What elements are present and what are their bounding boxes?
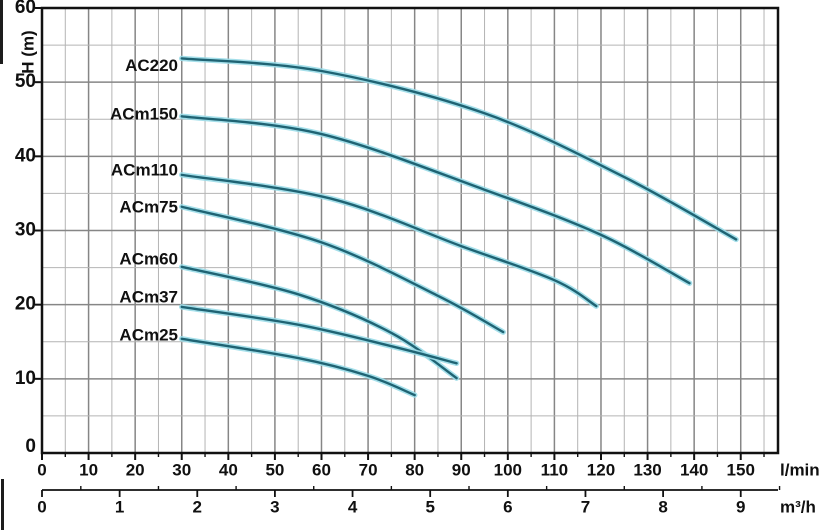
- x-axis-tick-label: 40: [219, 460, 238, 479]
- x-axis-tick-label: 100: [494, 460, 522, 479]
- x-axis-tick-label: 50: [265, 460, 284, 479]
- x-axis-tick-label: 60: [312, 460, 331, 479]
- curve-label-ACm150: ACm150: [110, 104, 178, 123]
- x-axis-tick-label: 110: [541, 460, 568, 479]
- y-axis-tick-label: 0: [25, 436, 36, 457]
- curve-halo-ACm150: [178, 113, 693, 286]
- x-axis-tick-label: 140: [680, 460, 708, 479]
- m3h-tick-label: 6: [503, 497, 512, 516]
- m3h-tick-label: 8: [658, 497, 667, 516]
- m3h-tick-label: 2: [193, 497, 202, 516]
- m3h-tick-label: 4: [348, 497, 358, 516]
- scan-edge-artifact-top: [0, 0, 3, 64]
- x-axis-tick-label: 70: [359, 460, 378, 479]
- curve-halo-ACm110: [178, 172, 600, 309]
- scan-edge-artifact-bottom: [1, 479, 4, 530]
- x-axis-tick-label: 80: [405, 460, 424, 479]
- y-axis-tick-label: 20: [15, 294, 36, 315]
- m3h-tick-label: 7: [581, 497, 590, 516]
- curve-halo-AC220: [178, 55, 739, 243]
- curve-AC220: [180, 57, 738, 241]
- curve-label-AC220: AC220: [125, 56, 178, 75]
- x-axis-unit-m3h: m³/h: [780, 497, 816, 516]
- curve-ACm110: [180, 173, 598, 308]
- y-axis-tick-label: 10: [15, 368, 36, 389]
- curve-ACm37: [180, 305, 458, 365]
- x-axis-tick-label: 10: [79, 460, 98, 479]
- curve-label-ACm75: ACm75: [119, 198, 178, 217]
- curve-ACm75: [180, 205, 505, 334]
- y-axis-tick-label: 30: [15, 220, 36, 241]
- x-axis-tick-label: 120: [587, 460, 615, 479]
- y-axis-tick-label: 50: [15, 71, 36, 92]
- curve-ACm150: [180, 115, 691, 285]
- m3h-tick-label: 5: [425, 497, 434, 516]
- x-axis-tick-label: 150: [727, 460, 755, 479]
- m3h-tick-label: 1: [115, 497, 124, 516]
- y-axis-tick-label: 60: [15, 0, 36, 18]
- y-axis-tick-label: 40: [15, 145, 36, 166]
- curve-label-ACm110: ACm110: [111, 161, 178, 180]
- m3h-tick-label: 9: [736, 497, 745, 516]
- x-axis-tick-label: 0: [37, 460, 46, 479]
- curve-label-ACm37: ACm37: [119, 287, 178, 306]
- x-axis-tick-label: 130: [633, 460, 661, 479]
- x-axis-tick-label: 90: [452, 460, 471, 479]
- curve-label-ACm25: ACm25: [119, 325, 178, 344]
- m3h-tick-label: 3: [270, 497, 279, 516]
- x-axis-unit-lmin: l/min: [780, 460, 820, 479]
- x-axis-tick-label: 30: [172, 460, 191, 479]
- m3h-tick-label: 0: [37, 497, 46, 516]
- curve-ACm25: [180, 337, 416, 397]
- y-axis-title: H (m): [18, 30, 37, 73]
- x-axis-tick-label: 20: [126, 460, 145, 479]
- curve-label-ACm60: ACm60: [119, 250, 178, 269]
